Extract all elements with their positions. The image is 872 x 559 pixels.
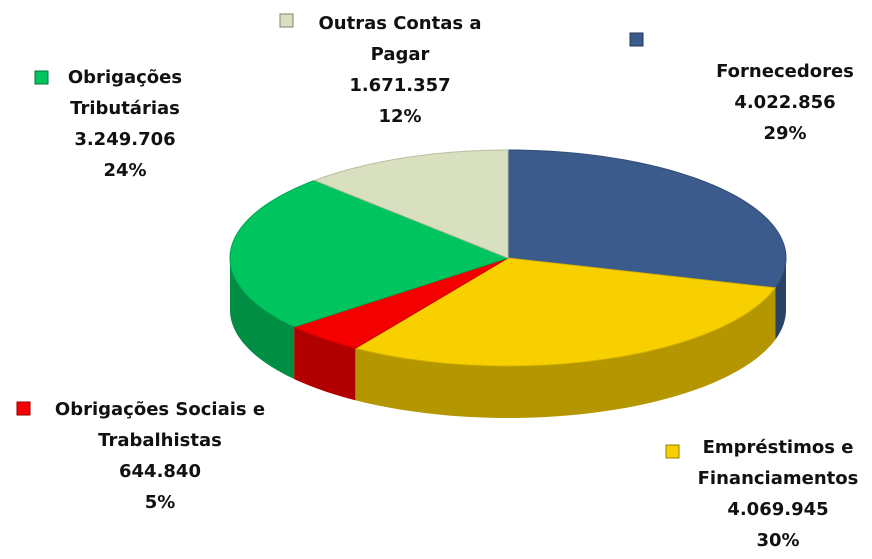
legend-marker <box>34 70 49 85</box>
slice <box>507 149 787 289</box>
percent-label: 5% <box>144 492 176 513</box>
slice-label: Fornecedores 4.022.856 29% <box>700 56 870 149</box>
category-label: Obrigações Tributárias <box>67 67 183 119</box>
percent-label: 30% <box>756 530 800 551</box>
slice-side <box>294 326 356 401</box>
legend-marker <box>16 401 31 416</box>
slice-label: Obrigações Sociais e Trabalhistas 644.840… <box>35 394 285 518</box>
percent-label: 24% <box>103 160 147 181</box>
slice <box>229 179 510 328</box>
category-label: Empréstimos e Financiamentos <box>697 437 859 489</box>
category-label: Fornecedores <box>716 61 854 82</box>
value-label: 3.249.706 <box>74 129 176 150</box>
value-label: 644.840 <box>119 461 201 482</box>
value-label: 4.022.856 <box>734 92 836 113</box>
slice-side <box>355 287 776 418</box>
slice-side <box>775 258 786 340</box>
slice <box>313 149 509 259</box>
slice-side <box>230 258 295 379</box>
percent-label: 29% <box>763 123 807 144</box>
category-label: Outras Contas a Pagar <box>318 13 482 65</box>
value-label: 1.671.357 <box>349 75 451 96</box>
legend-marker <box>279 13 294 28</box>
legend-marker <box>665 444 680 459</box>
value-label: 4.069.945 <box>727 499 829 520</box>
slice-label: Obrigações Tributárias 3.249.706 24% <box>55 62 195 186</box>
slice-label: Empréstimos e Financiamentos 4.069.945 30% <box>688 432 868 556</box>
slice <box>292 257 509 349</box>
slice <box>354 257 777 367</box>
slice-label: Outras Contas a Pagar 1.671.357 12% <box>300 8 500 132</box>
percent-label: 12% <box>378 106 422 127</box>
legend-marker <box>629 32 644 47</box>
category-label: Obrigações Sociais e Trabalhistas <box>54 399 266 451</box>
